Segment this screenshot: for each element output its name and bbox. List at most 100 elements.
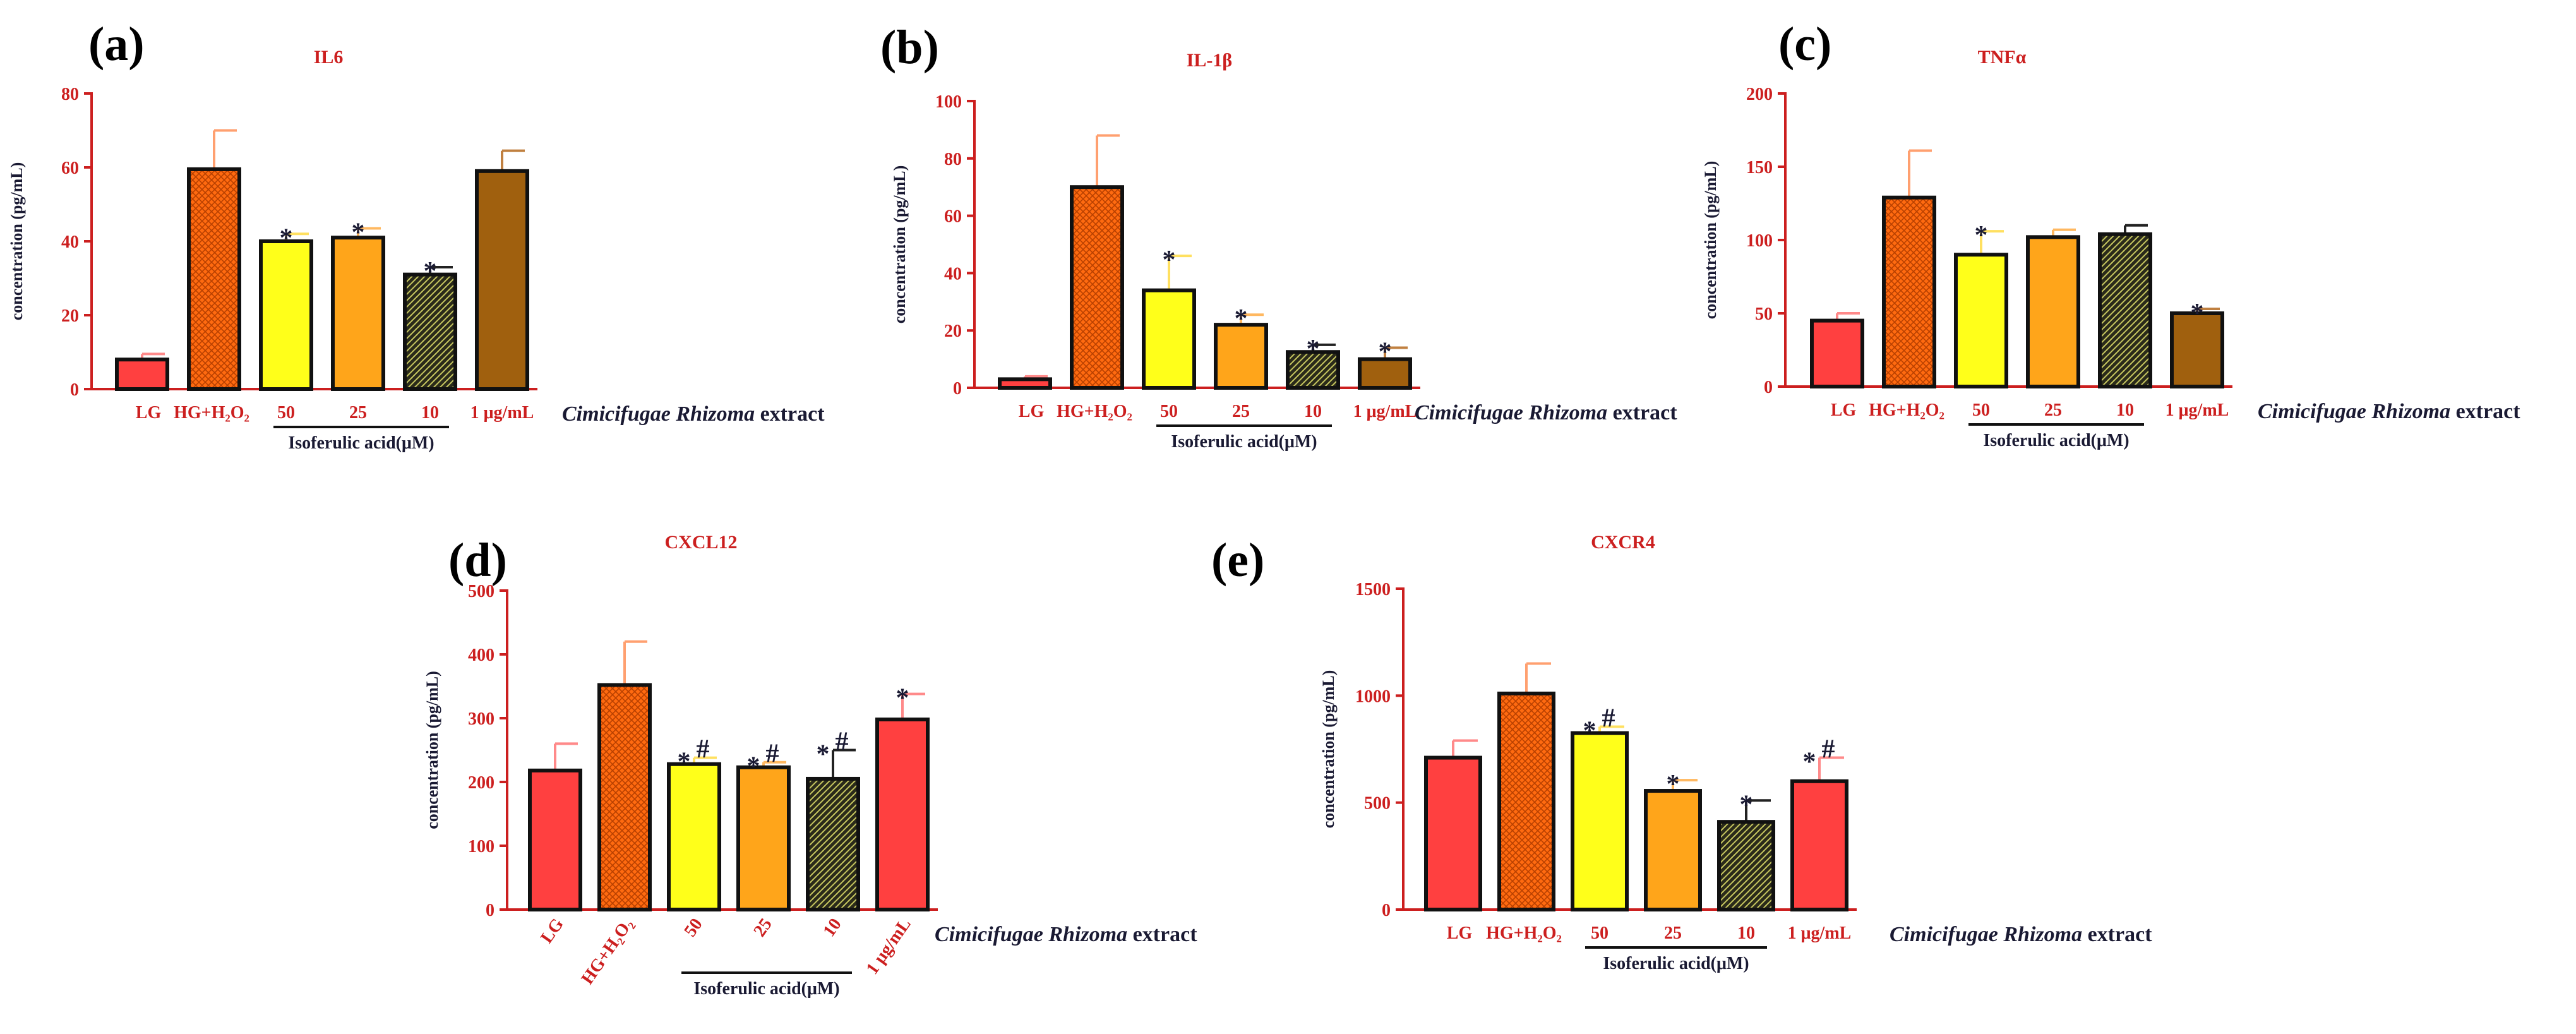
y-tick-label: 500 [1364,794,1391,814]
significance-mark: # [766,740,779,769]
bar-2 [259,239,313,391]
significance-mark: * [1235,304,1248,334]
x-tick-label: LG [136,403,162,423]
significance-mark: * [424,257,437,286]
significance-mark: # [1822,735,1835,764]
significance-mark: * [1307,335,1320,364]
y-axis-label: concentration (pg/mL) [1701,161,1720,320]
panel-letter: (b) [880,21,939,74]
bar-3 [331,236,385,391]
y-tick-label: 20 [61,306,79,326]
bar-1 [1070,185,1124,390]
extract-label: Cimicifugae Rhizoma extract [2258,400,2520,423]
extract-label: Cimicifugae Rhizoma extract [1890,923,2152,946]
x-tick-label: 50 [1972,400,1990,420]
x-tick-label: 10 [1304,402,1322,421]
chart-panel-il-1-: (b) IL-1β concentration (pg/mL) 0 20 40 60 80 10… [880,21,1677,452]
x-tick-label: 1 μg/mL [470,403,534,423]
chart-title: CXCL12 [664,532,737,553]
significance-mark: * [1740,790,1753,819]
x-tick-label: HG+H₂O₂ [1869,400,1944,420]
x-tick-label: 1 μg/mL [863,915,915,978]
x-tick-label: 1 μg/mL [2166,400,2229,420]
chart-title: IL-1β [1187,50,1232,71]
significance-mark: * [2191,299,2204,328]
bar-3 [1214,323,1268,390]
bar-1 [187,167,241,391]
y-tick-label: 80 [61,85,79,104]
bar-3 [736,765,791,912]
bar-5 [1790,779,1848,912]
x-tick-label: 10 [819,915,845,941]
y-axis-label: concentration (pg/mL) [423,671,441,829]
y-tick-label: 200 [1746,85,1773,104]
y-tick-label: 200 [468,773,494,793]
bar-4 [1286,350,1340,390]
x-tick-label: 25 [1664,923,1682,943]
panel-letter: (d) [448,534,507,587]
bar-5 [475,169,529,391]
x-tick-label: LG [1019,402,1045,421]
extract-label: Cimicifugae Rhizoma extract [562,402,825,426]
bar-0 [1810,318,1864,389]
significance-mark: # [1602,704,1615,733]
panel-letter: (e) [1211,534,1264,587]
significance-mark: * [1163,246,1176,275]
bar-0 [998,377,1052,390]
y-tick-label: 40 [61,232,79,252]
y-axis-label: concentration (pg/mL) [890,165,909,324]
chart-title: IL6 [314,47,344,68]
panel-letter: (a) [88,18,145,71]
y-tick-label: 500 [468,582,494,601]
y-tick-label: 1500 [1355,580,1391,599]
bar-4 [403,272,457,391]
y-tick-label: 100 [1746,231,1773,251]
bar-2 [1142,288,1196,390]
bar-2 [1571,731,1629,911]
y-tick-label: 400 [468,646,494,665]
significance-mark: * [1379,337,1392,366]
y-tick-label: 80 [944,150,962,169]
group-label: Isoferulic acid(μM) [1171,432,1317,452]
x-tick-label: LG [1831,400,1857,420]
x-tick-label: 10 [1737,923,1755,943]
extract-label: Cimicifugae Rhizoma extract [1415,401,1677,424]
y-tick-label: 20 [944,322,962,341]
x-tick-label: HG+H₂O₂ [174,403,249,423]
significance-mark: * [1803,748,1816,777]
x-tick-label: 50 [1160,402,1178,421]
y-axis-label: concentration (pg/mL) [1319,670,1338,829]
panel-letter: (c) [1778,18,1831,71]
bar-4 [2098,232,2152,388]
bar-0 [115,358,169,392]
x-tick-label: 50 [277,403,295,423]
significance-mark: * [678,748,691,777]
bar-5 [1358,357,1412,390]
chart-panel-tnf-: (c) TNFα concentration (pg/mL) 0 50 100 150 200… [1701,18,2520,450]
group-label: Isoferulic acid(μM) [693,979,839,999]
y-tick-label: 0 [70,380,79,400]
y-tick-label: 0 [486,901,494,920]
significance-mark: * [817,740,830,769]
chart-panel-cxcl12: (d) CXCL12 concentration (pg/mL) 0 100 200 300… [423,532,1197,999]
x-tick-label: LG [1447,923,1473,943]
x-tick-label: 10 [421,403,439,423]
y-tick-label: 0 [1764,378,1773,397]
y-tick-label: 60 [61,159,79,178]
bar-1 [597,683,652,911]
bar-0 [1424,755,1482,911]
y-tick-label: 0 [953,379,962,399]
significance-mark: * [1975,221,1988,250]
group-label: Isoferulic acid(μM) [1983,431,2129,450]
significance-mark: * [747,752,760,781]
bar-0 [528,768,582,911]
significance-mark: * [1583,716,1597,745]
chart-title: TNFα [1978,47,2027,68]
x-tick-label: 50 [1591,923,1609,943]
y-tick-label: 100 [935,92,962,112]
y-tick-label: 60 [944,207,962,227]
bar-3 [1644,789,1702,912]
x-tick-label: HG+H₂O₂ [1486,923,1562,943]
y-tick-label: 100 [468,837,494,857]
